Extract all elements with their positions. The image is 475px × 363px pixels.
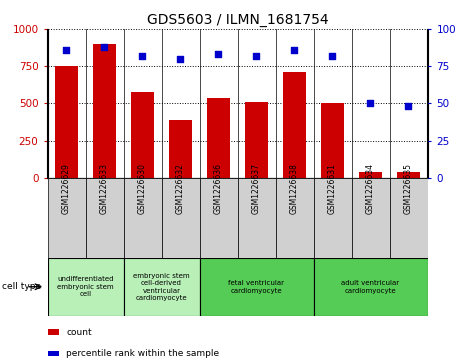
Bar (200, 258, 314, 316)
Text: GSM1226631: GSM1226631 (328, 163, 337, 214)
Text: GSM1226637: GSM1226637 (252, 163, 261, 214)
Text: GSM1226636: GSM1226636 (214, 163, 223, 214)
Text: embryonic stem
cell-derived
ventricular
cardiomyocyte: embryonic stem cell-derived ventricular … (133, 273, 190, 301)
Bar (283, 72, 306, 178)
Bar (169, 120, 192, 178)
Bar (352, 178, 390, 258)
Point (291, 47, 298, 53)
Bar (238, 178, 276, 258)
Point (329, 53, 336, 59)
Bar (321, 103, 344, 178)
Text: undifferentiated
embryonic stem
cell: undifferentiated embryonic stem cell (57, 276, 114, 297)
Text: GSM1226634: GSM1226634 (366, 163, 375, 214)
Bar (276, 178, 314, 258)
Bar (124, 178, 162, 258)
Bar (200, 178, 238, 258)
Bar (314, 258, 428, 316)
Bar (207, 98, 230, 178)
Title: GDS5603 / ILMN_1681754: GDS5603 / ILMN_1681754 (147, 13, 328, 26)
Text: count: count (66, 328, 92, 337)
Bar (162, 178, 199, 258)
Point (63, 47, 70, 53)
Point (253, 53, 260, 59)
Point (139, 53, 146, 59)
Point (367, 101, 374, 106)
Bar (55, 66, 78, 178)
Bar (48, 178, 86, 258)
Text: adult ventricular
cardiomyocyte: adult ventricular cardiomyocyte (342, 280, 399, 294)
Bar (131, 91, 154, 178)
Text: GSM1226633: GSM1226633 (100, 163, 109, 214)
Bar (48, 258, 124, 316)
Point (215, 52, 222, 57)
Point (177, 56, 184, 62)
Bar (86, 178, 124, 258)
Bar (93, 44, 116, 178)
Text: percentile rank within the sample: percentile rank within the sample (66, 349, 219, 358)
Bar (124, 258, 200, 316)
Bar (397, 172, 420, 178)
Bar (314, 178, 352, 258)
Text: GSM1226630: GSM1226630 (138, 163, 147, 214)
Text: GSM1226629: GSM1226629 (62, 163, 71, 214)
Bar (48, 330, 59, 335)
Bar (359, 172, 382, 178)
Bar (48, 351, 59, 356)
Point (405, 103, 412, 109)
Bar (390, 178, 428, 258)
Bar (245, 102, 268, 178)
Text: cell type: cell type (2, 282, 41, 291)
Text: GSM1226635: GSM1226635 (404, 163, 413, 214)
Text: GSM1226632: GSM1226632 (176, 163, 185, 214)
Point (101, 44, 108, 50)
Text: fetal ventricular
cardiomyocyte: fetal ventricular cardiomyocyte (228, 280, 285, 294)
Text: GSM1226638: GSM1226638 (290, 163, 299, 214)
